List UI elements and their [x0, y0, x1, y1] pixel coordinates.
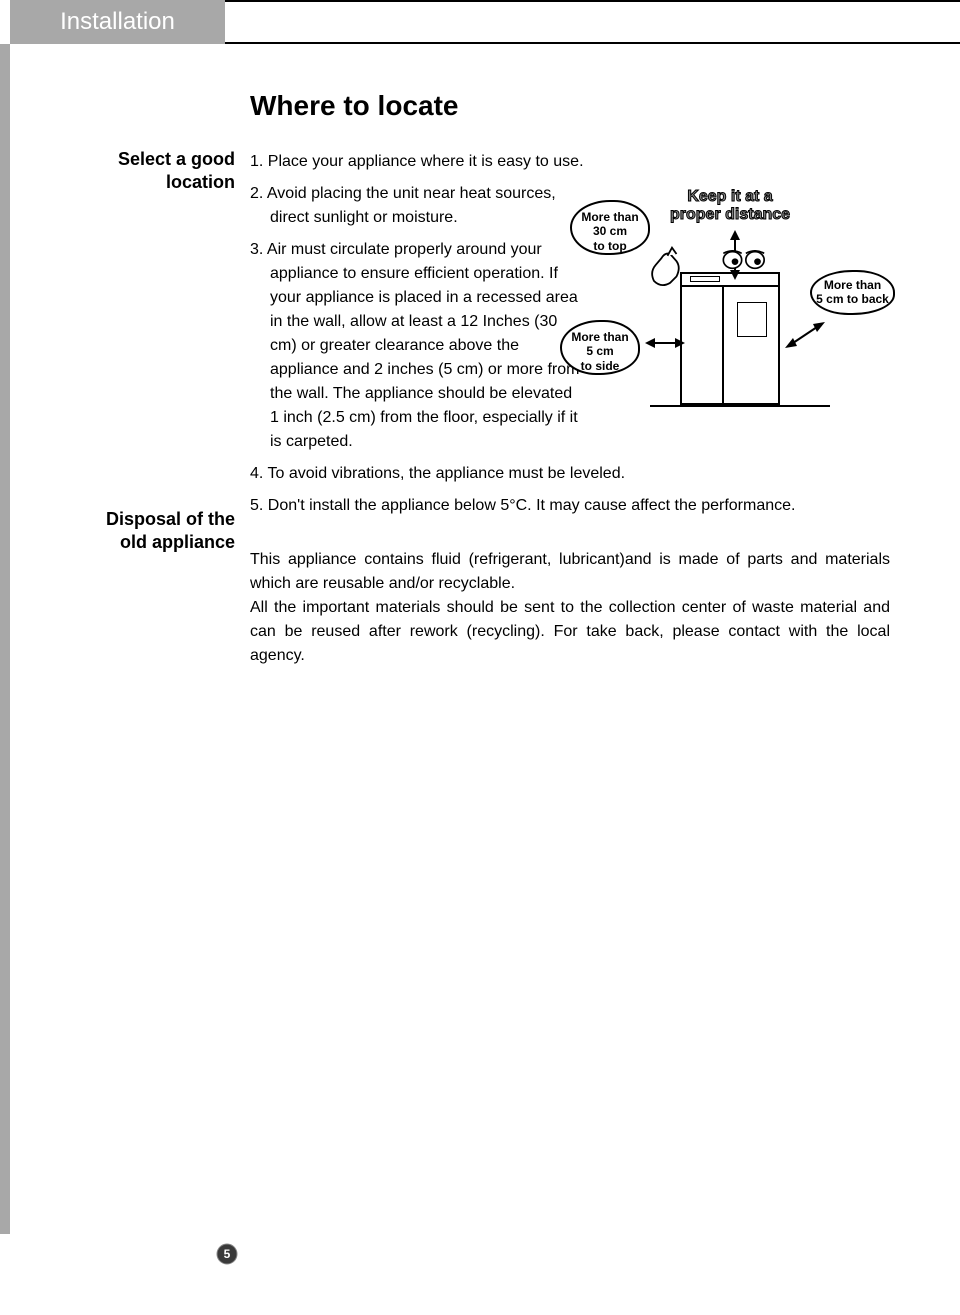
diagram-title: Keep it at a proper distance — [670, 188, 790, 223]
label-line: location — [166, 172, 235, 192]
list-item: 5. Don't install the appliance below 5°C… — [250, 494, 890, 518]
title-line: Keep it at a — [687, 188, 772, 205]
fridge-dispenser-icon — [737, 302, 767, 337]
floor-line-icon — [650, 405, 830, 407]
list-item: 2. Avoid placing the unit near heat sour… — [250, 182, 585, 230]
callout-line: More than — [571, 330, 628, 344]
callout-line: 5 cm — [586, 344, 613, 358]
page-number-badge: 5 — [216, 1243, 238, 1265]
callout-line: 30 cm — [593, 224, 627, 238]
arrow-horizontal-icon — [645, 335, 685, 351]
arrow-diagonal-icon — [785, 320, 825, 350]
label-line: Disposal of the — [106, 509, 235, 529]
section-label-disposal: Disposal of the old appliance — [75, 508, 235, 555]
callout-back-clearance: More than 5 cm to back — [810, 270, 895, 315]
pointing-hand-icon — [645, 245, 690, 290]
label-line: old appliance — [120, 532, 235, 552]
callout-side-clearance: More than 5 cm to side — [560, 320, 640, 375]
list-item: 4. To avoid vibrations, the appliance mu… — [250, 462, 890, 486]
section-label-location: Select a good location — [75, 148, 235, 195]
fridge-icon — [680, 285, 780, 405]
clearance-diagram: Keep it at a proper distance More than 3… — [570, 170, 895, 415]
page-title: Where to locate — [250, 90, 890, 122]
section-disposal-body: This appliance contains fluid (refrigera… — [250, 548, 890, 668]
callout-line: 5 cm to back — [816, 292, 889, 306]
label-line: Select a good — [118, 149, 235, 169]
left-margin-bar — [0, 44, 10, 1234]
callout-line: to top — [593, 239, 626, 253]
header-tab: Installation — [10, 0, 225, 44]
callout-top-clearance: More than 30 cm to top — [570, 200, 650, 255]
title-line: proper distance — [670, 206, 790, 223]
fridge-top-strip-icon — [690, 276, 720, 282]
manual-page: Installation Select a good location Disp… — [0, 0, 960, 1315]
page-number: 5 — [224, 1247, 231, 1261]
eyes-icon — [720, 250, 770, 270]
callout-line: More than — [581, 210, 638, 224]
callout-line: More than — [824, 278, 881, 292]
callout-line: to side — [581, 359, 620, 373]
list-item: 3. Air must circulate properly around yo… — [250, 238, 585, 454]
